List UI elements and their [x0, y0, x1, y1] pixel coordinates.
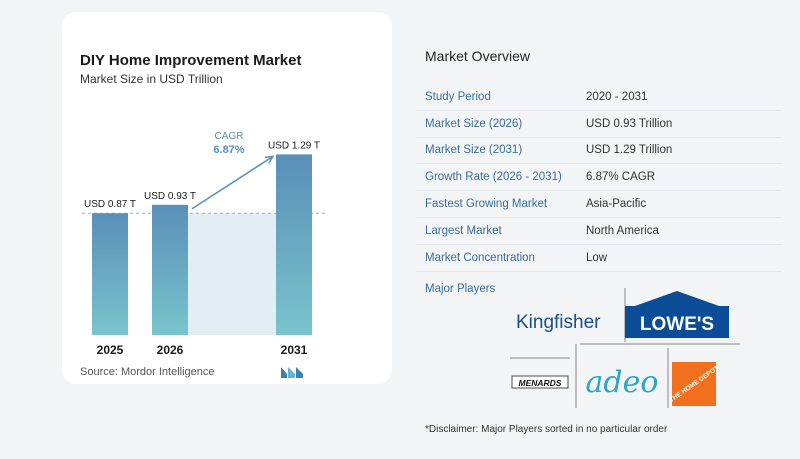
chart-title: DIY Home Improvement Market	[80, 52, 302, 69]
overview-label: Market Size (2026)	[425, 117, 523, 130]
cagr-label: CAGR	[215, 131, 244, 142]
overview-label: Study Period	[425, 90, 491, 103]
player-logo-menards: MENARDS	[511, 375, 569, 389]
chart-card: DIY Home Improvement Market Market Size …	[62, 12, 392, 384]
overview-title: Market Overview	[425, 48, 531, 64]
cagr-arrow-head	[264, 155, 275, 164]
overview-row: Fastest Growing Market Asia-Pacific	[416, 191, 782, 218]
overview-row: Market Size (2026) USD 0.93 Trillion	[416, 111, 782, 138]
bar-chart: USD 0.87 T 2025 USD 0.93 T 2026 USD 1.29 T 20…	[82, 131, 328, 357]
growth-band	[188, 213, 276, 335]
overview-value: USD 0.93 Trillion	[586, 117, 673, 130]
overview-label: Growth Rate (2026 - 2031)	[425, 171, 562, 184]
chart-subtitle: Market Size in USD Trillion	[80, 72, 223, 86]
bar-2026	[152, 204, 188, 335]
value-label: USD 1.29 T	[268, 140, 320, 151]
bar-2025	[92, 213, 128, 335]
source-note: Source: Mordor Intelligence	[80, 366, 215, 378]
overview-value: 6.87% CAGR	[586, 171, 656, 184]
overview-label: Market Concentration	[425, 251, 535, 264]
bar-2031	[276, 154, 312, 335]
overview-row: Study Period 2020 - 2031	[416, 84, 782, 111]
cagr-value: 6.87%	[213, 144, 244, 156]
player-logo-home-depot: THE HOME DEPOT	[668, 362, 720, 406]
player-logo-lowes-text: LOWE'S	[640, 314, 714, 335]
overview-row: Largest Market North America	[416, 218, 782, 245]
overview-label: Market Size (2031)	[425, 144, 523, 157]
mordor-intelligence-logo-icon	[281, 367, 303, 378]
overview-value: USD 1.29 Trillion	[586, 144, 673, 157]
disclaimer: *Disclaimer: Major Players sorted in no …	[425, 424, 668, 435]
overview-row: Growth Rate (2026 - 2031) 6.87% CAGR	[416, 164, 782, 192]
category-label: 2031	[281, 343, 308, 357]
overview-value: Asia-Pacific	[586, 198, 647, 211]
category-label: 2025	[97, 343, 124, 357]
overview-value: Low	[586, 251, 608, 264]
player-logo-kingfisher: Kingfisher	[516, 312, 601, 333]
overview-value: 2020 - 2031	[586, 90, 648, 103]
overview-label: Fastest Growing Market	[425, 198, 548, 211]
value-label: USD 0.87 T	[84, 199, 136, 210]
major-players-logos: Kingfisher LOWE'S MENARDS adeo THE HOME …	[510, 288, 740, 408]
player-logo-adeo: adeo	[586, 365, 659, 400]
player-logo-menards-text: MENARDS	[519, 378, 562, 388]
category-label: 2026	[157, 343, 184, 357]
major-players-label: Major Players	[425, 283, 496, 295]
overview-value: North America	[586, 224, 659, 237]
cagr-arrow	[191, 155, 274, 210]
overview-row: Market Concentration Low	[416, 245, 782, 272]
player-logo-lowes: LOWE'S	[625, 291, 729, 338]
overview-table: Study Period 2020 - 2031 Market Size (20…	[416, 84, 782, 272]
overview-label: Largest Market	[425, 224, 502, 237]
value-label: USD 0.93 T	[144, 191, 196, 202]
overview-row: Market Size (2031) USD 1.29 Trillion	[416, 138, 782, 165]
